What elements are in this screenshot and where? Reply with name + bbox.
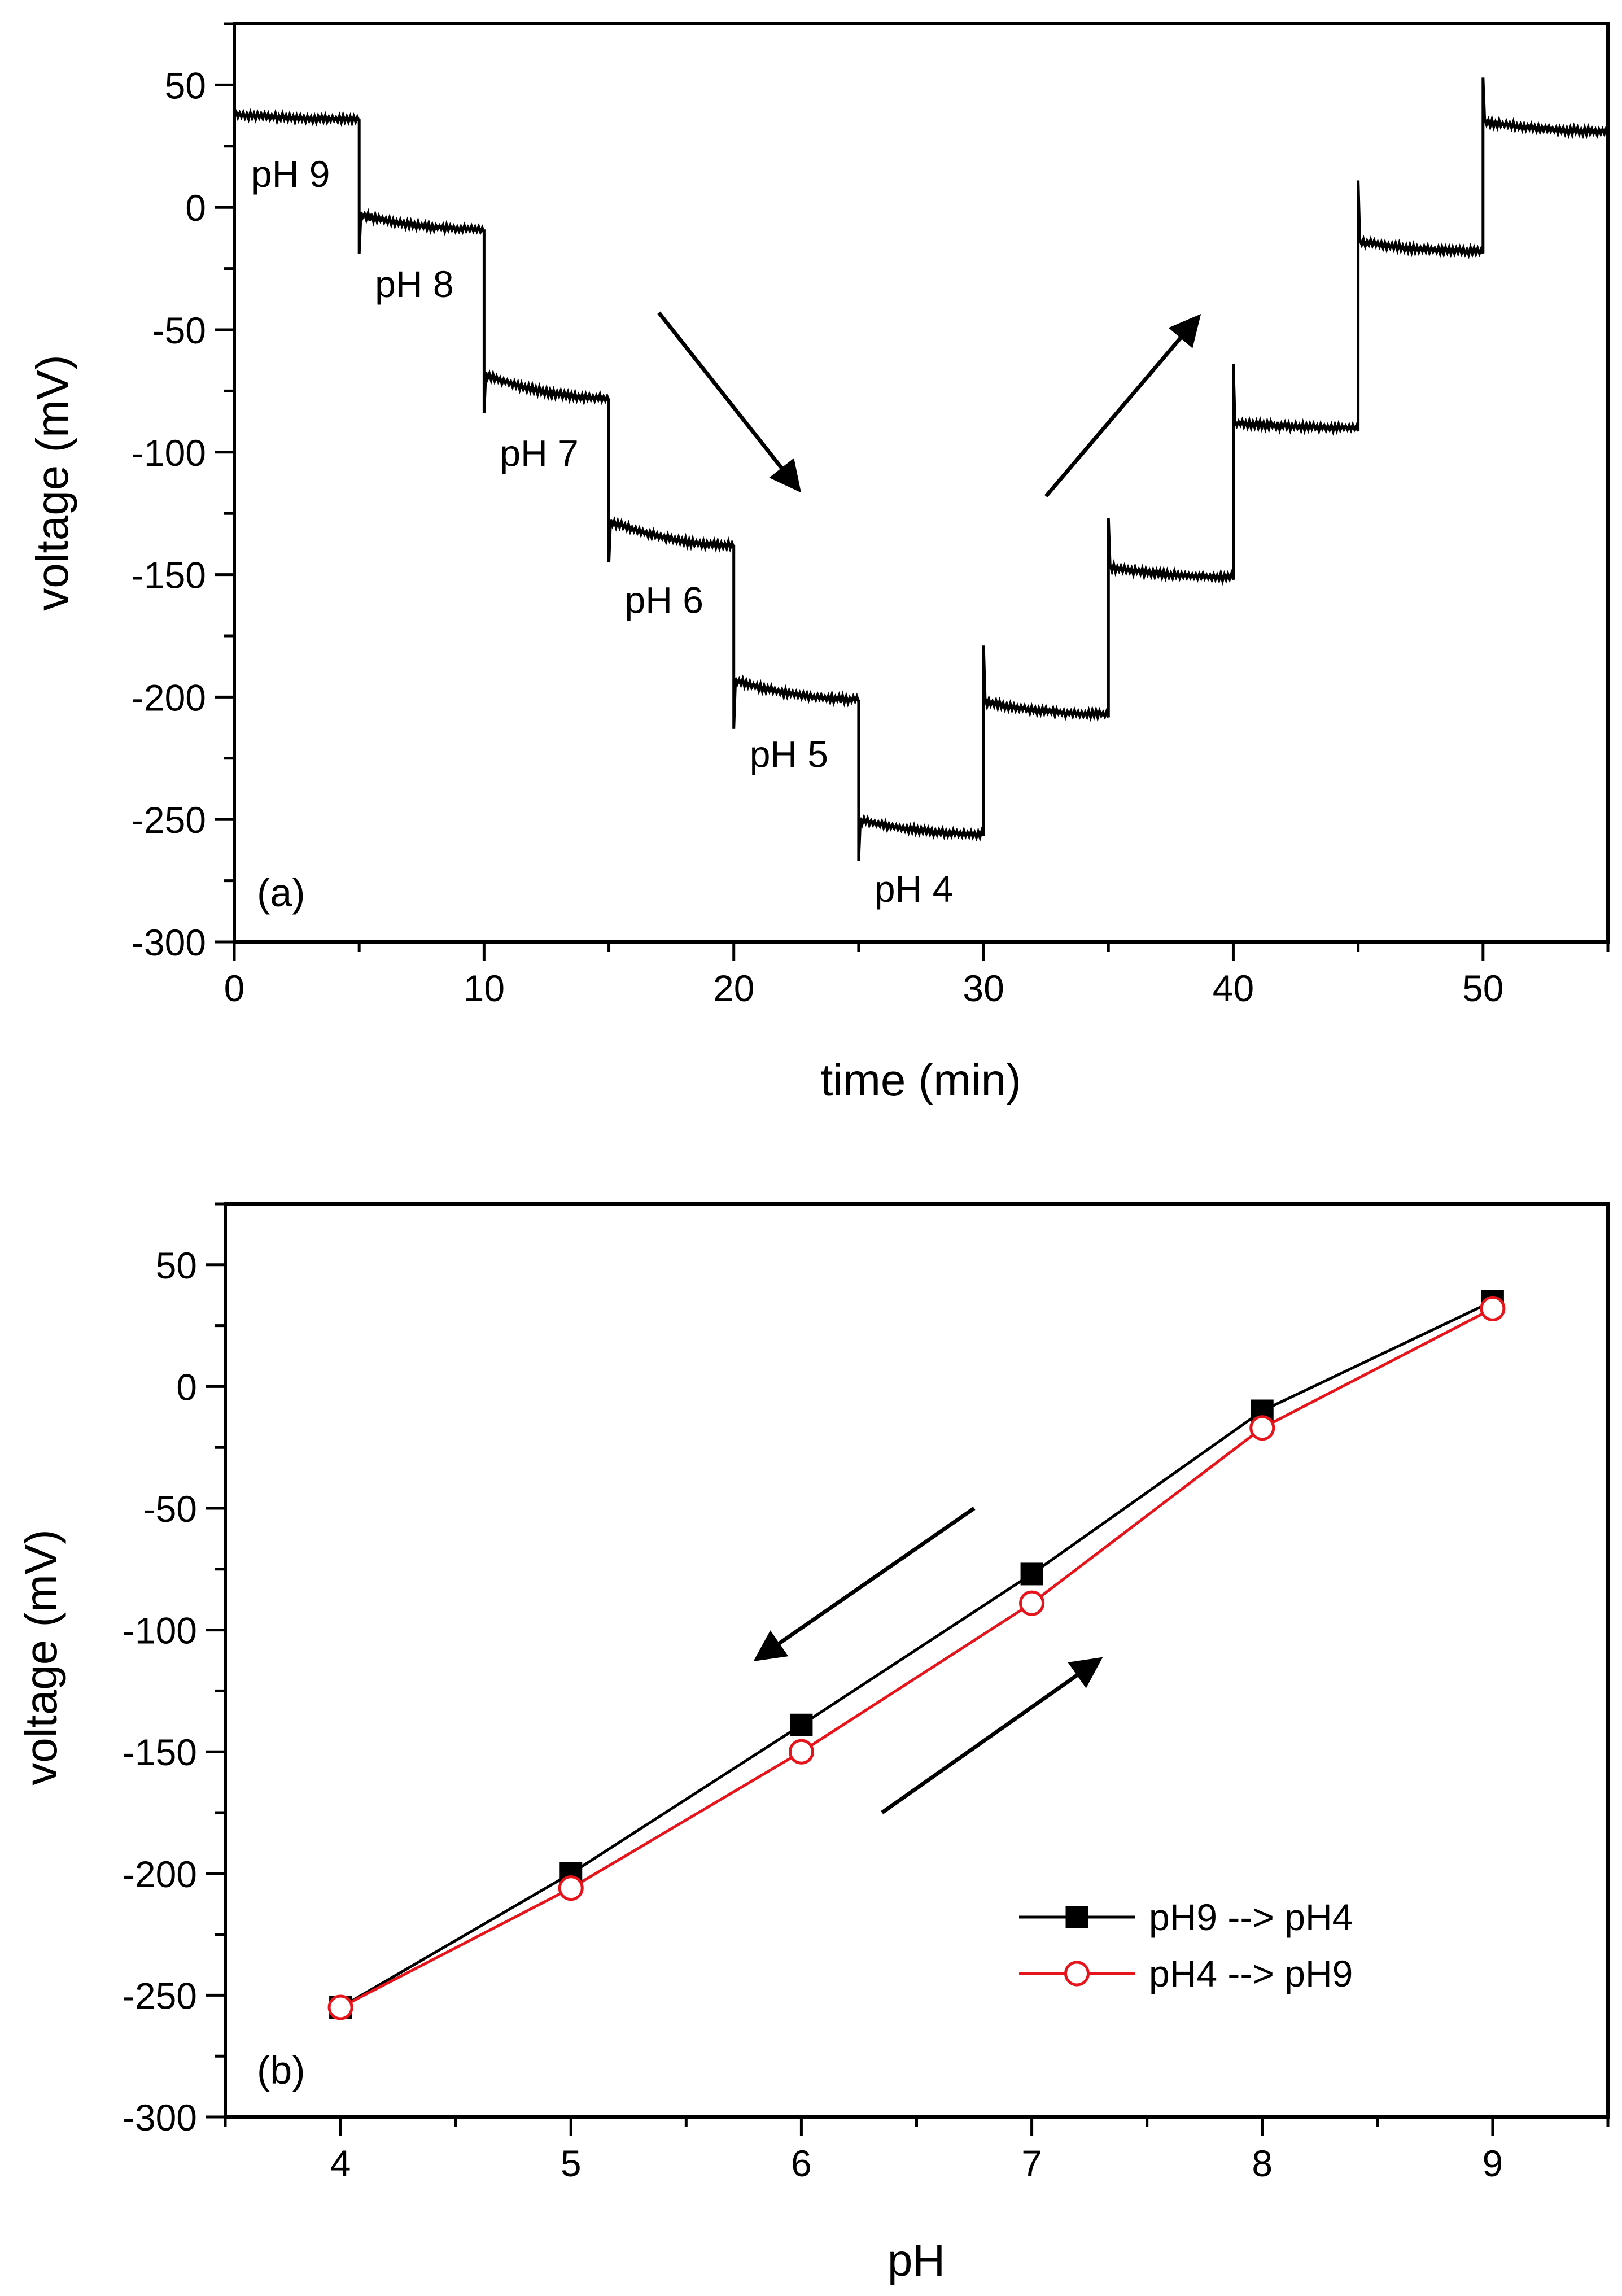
ph-step-label: pH 5 (750, 734, 828, 775)
panel-a-y-tick-label: -50 (152, 309, 206, 351)
direction-arrow (657, 311, 801, 493)
panel-b-x-tick-label: 5 (561, 2142, 582, 2184)
panel-b-direction-arrows (753, 1507, 1103, 1814)
panel-a-y-tick-label: -200 (132, 676, 206, 718)
panel-a-y-tick-label: -300 (132, 922, 206, 963)
panel-a-y-tick-label: -250 (132, 799, 206, 841)
panel-a-voltage-trace (233, 77, 1610, 862)
panel-a-y-tick-label: 0 (185, 187, 206, 229)
panel-a-y-tick-label: 50 (165, 64, 206, 106)
panel-a-direction-arrows (657, 311, 1201, 498)
panel-b-x-axis-ticks: 4 5 6 7 8 9 (224, 2117, 1610, 2184)
panel-a-plot-frame (233, 22, 1610, 944)
ph-step-label: pH 8 (375, 263, 453, 305)
legend-entry: pH9 --> pH4 (1149, 1896, 1353, 1938)
panel-b-legend: pH9 --> pH4 pH4 --> pH9 (1019, 1896, 1353, 1994)
data-point-ascending (1019, 1590, 1045, 1616)
panel-a-y-axis-ticks: 50 0 -50 -100 -150 -200 -250 -300 (132, 22, 234, 963)
ph-step-label: pH 6 (625, 579, 703, 621)
panel-a-x-tick-label: 30 (963, 967, 1004, 1009)
panel-a-x-axis-label: time (min) (820, 1055, 1021, 1105)
panel-b-x-tick-label: 4 (330, 2142, 351, 2184)
data-point-ascending (558, 1875, 584, 1901)
data-point-descending (790, 1713, 813, 1736)
panel-a-label: (a) (257, 871, 305, 915)
panel-a-x-tick-label: 50 (1462, 967, 1503, 1009)
data-point-ascending (788, 1739, 814, 1765)
ph-step-label: pH 7 (500, 432, 578, 474)
data-point-ascending (1249, 1415, 1275, 1441)
legend-marker (1065, 1906, 1088, 1928)
panel-a-y-axis-label: voltage (mV) (27, 355, 77, 610)
direction-arrow (753, 1507, 976, 1662)
panel-b-y-tick-label: -150 (123, 1731, 197, 1773)
panel-a-x-tick-label: 20 (713, 967, 754, 1009)
panel-b-y-tick-label: -250 (123, 1975, 197, 2016)
panel-a-x-tick-label: 0 (224, 967, 245, 1009)
panel-b-y-tick-label: 50 (156, 1245, 197, 1286)
data-point-ascending (327, 1994, 353, 2020)
panel-b-x-tick-label: 9 (1483, 2142, 1503, 2184)
series-line-descending (339, 1300, 1493, 2009)
data-point-descending (1020, 1562, 1043, 1586)
panel-a-ph-labels: pH 9 pH 8 pH 7 pH 6 pH 5 pH 4 (251, 153, 953, 910)
series-line-ascending (339, 1307, 1494, 2009)
direction-arrow (881, 1657, 1103, 1814)
panel-b-label: (b) (257, 2048, 305, 2092)
legend-marker (1064, 1961, 1090, 1987)
panel-b-y-tick-label: -300 (123, 2097, 197, 2138)
legend-entry: pH4 --> pH9 (1149, 1953, 1353, 1994)
ph-step-label: pH 9 (251, 153, 330, 195)
panel-b-y-axis-label: voltage (mV) (16, 1529, 66, 1785)
panel-b-y-tick-label: 0 (176, 1366, 197, 1408)
panel-b-y-tick-label: -50 (143, 1488, 197, 1530)
panel-b-x-tick-label: 6 (791, 2142, 812, 2184)
panel-b-x-tick-label: 7 (1021, 2142, 1042, 2184)
panel-a-y-tick-label: -150 (132, 555, 206, 596)
panel-b-plot-frame (224, 1202, 1610, 2119)
panel-b-x-axis-label: pH (887, 2235, 945, 2285)
panel-a-x-tick-label: 10 (464, 967, 505, 1009)
panel-b-y-axis-ticks: 50 0 -50 -100 -150 -200 -250 -300 (123, 1202, 225, 2138)
panel-b-y-tick-label: -100 (123, 1610, 197, 1652)
data-point-ascending (1480, 1295, 1506, 1321)
panel-b-y-tick-label: -200 (123, 1853, 197, 1895)
direction-arrow (1044, 313, 1201, 498)
ph-step-label: pH 4 (875, 868, 953, 910)
panel-a-x-axis-ticks: 0 10 20 30 40 50 (224, 942, 1610, 1009)
panel-a-y-tick-label: -100 (132, 432, 206, 474)
panel-a-x-tick-label: 40 (1213, 967, 1254, 1009)
panel-b-series (327, 1290, 1506, 2020)
panel-b-x-tick-label: 8 (1252, 2142, 1273, 2184)
panel-a-time-series: 50 0 -50 -100 -150 -200 -250 -300 0 10 20 30 40 50 p… (27, 22, 1610, 1105)
panel-b-calibration: 50 0 -50 -100 -150 -200 -250 -300 4 5 6 7 8 9 pH9 --… (16, 1202, 1610, 2285)
